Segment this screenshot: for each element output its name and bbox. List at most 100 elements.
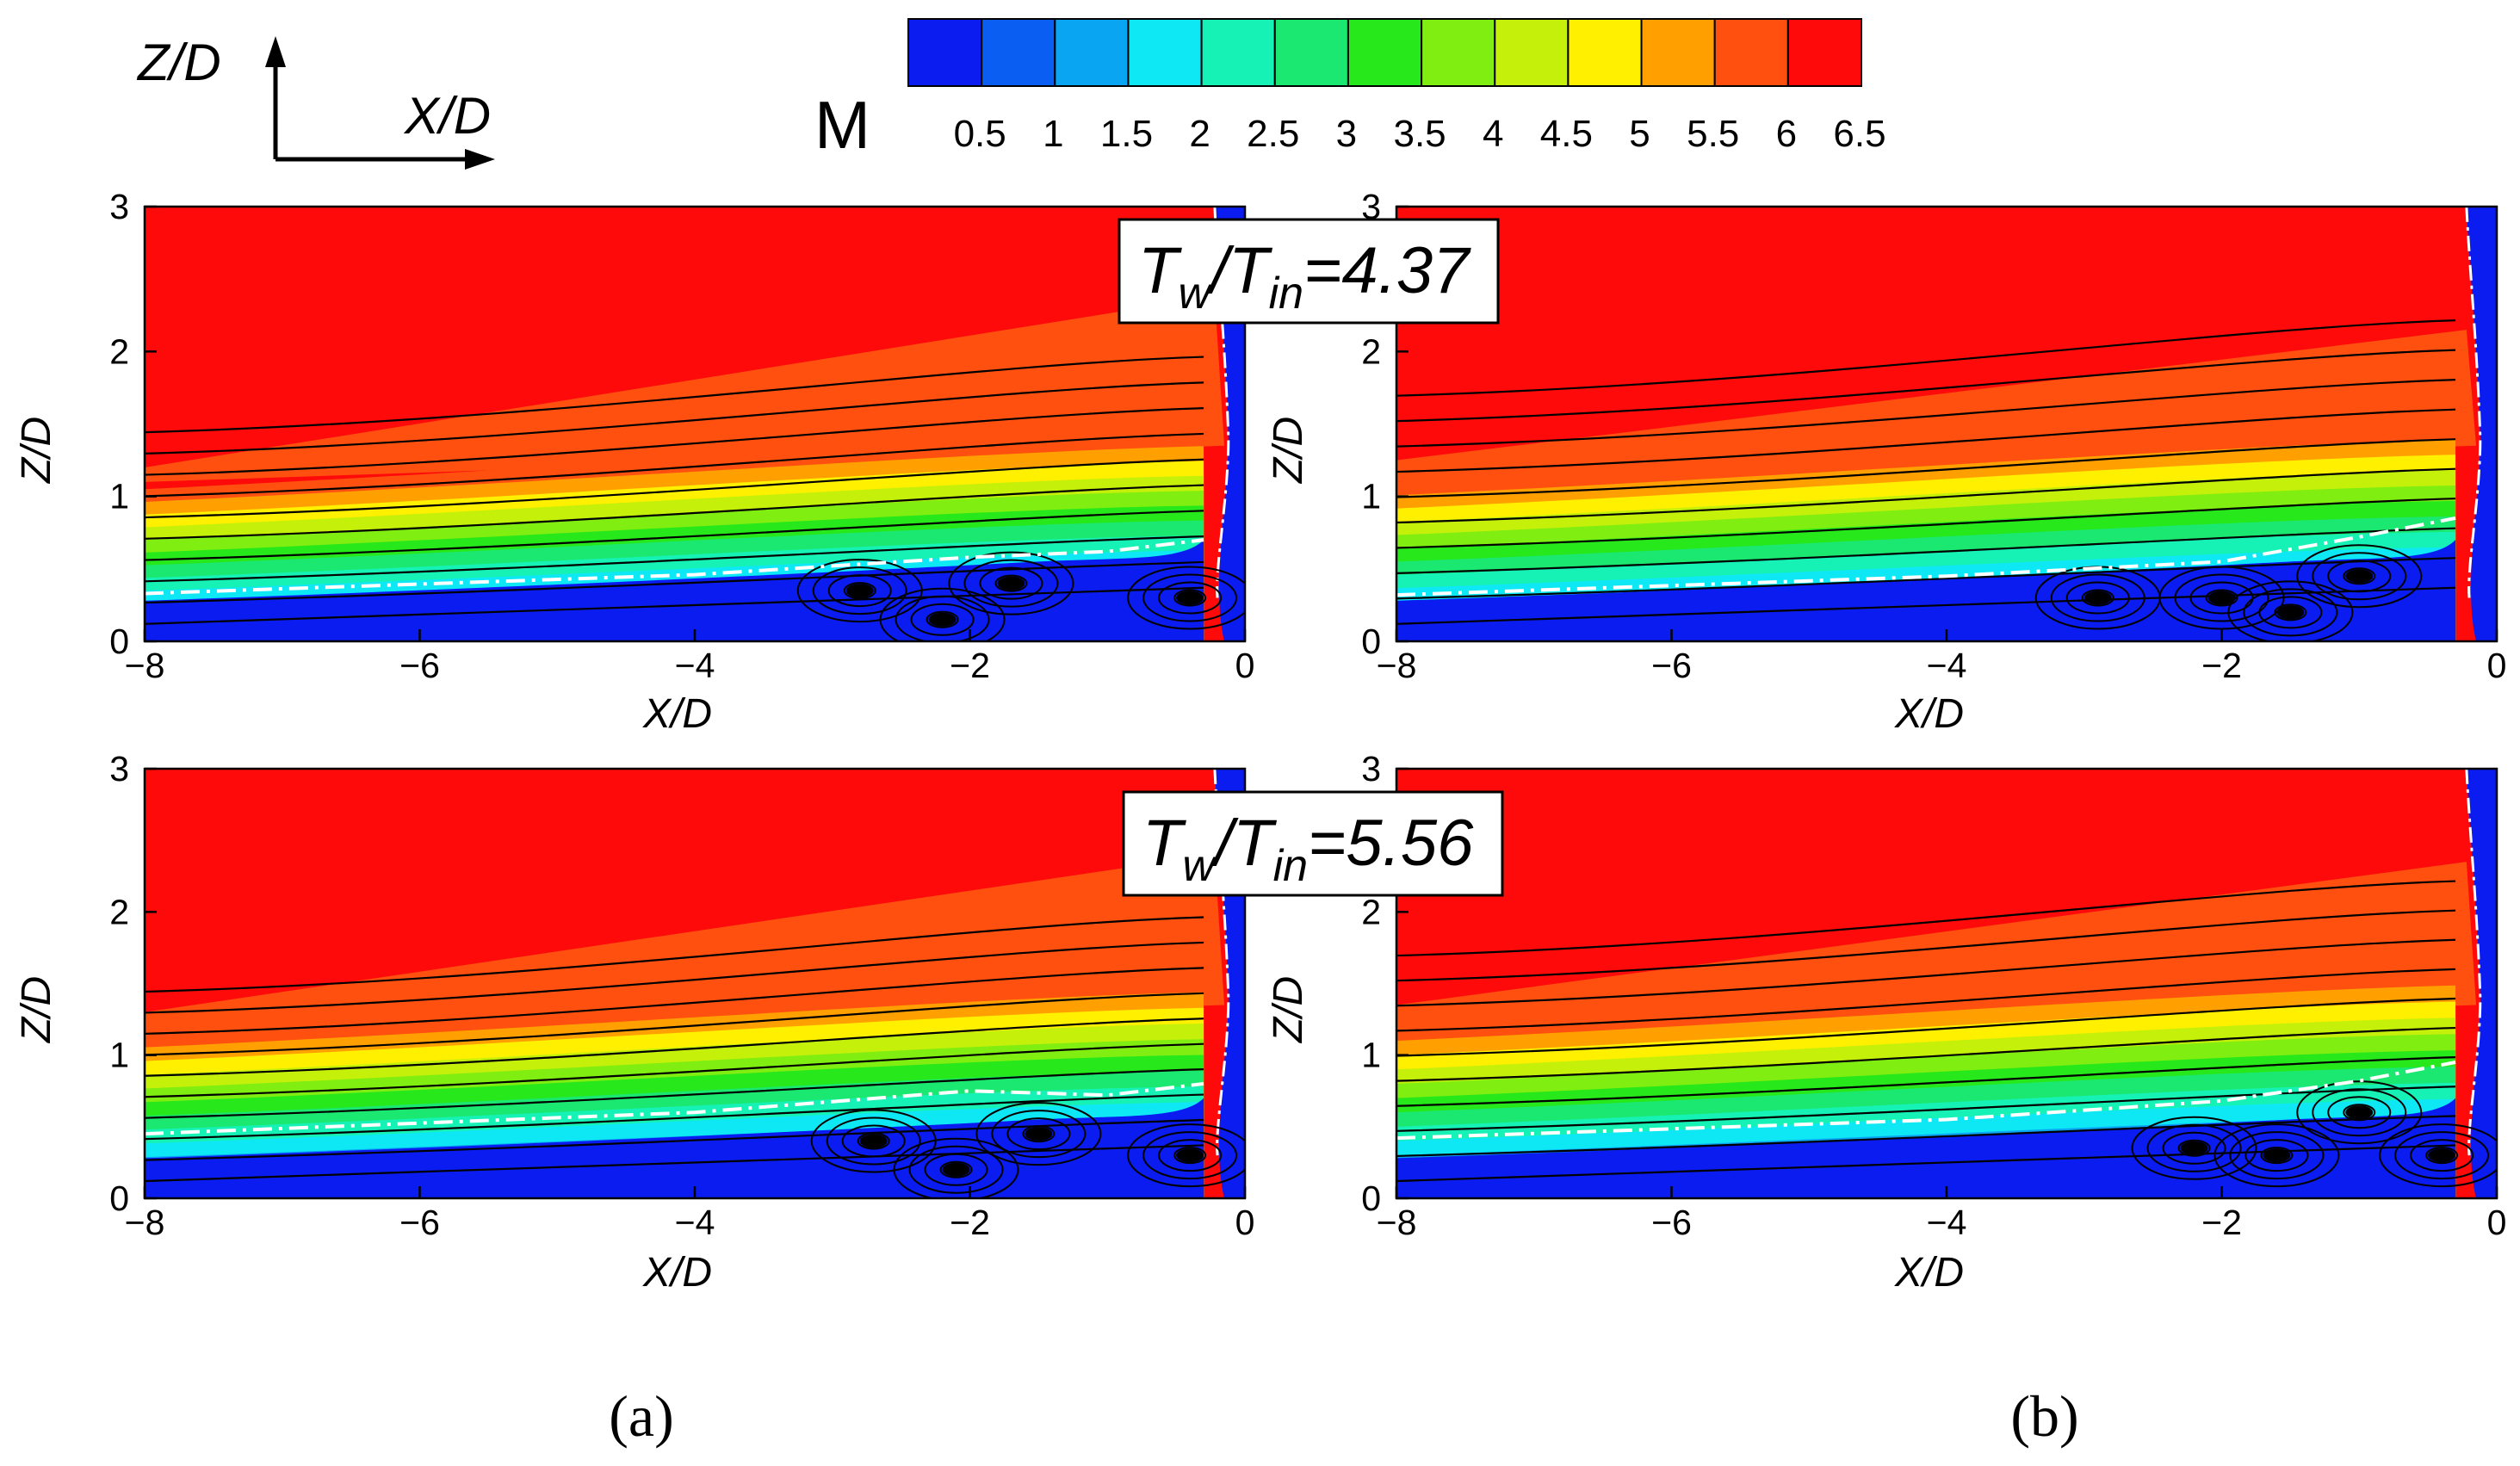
x-tick-label: −6 [1651,646,1692,685]
colorbar-tick-label: 3.5 [1393,113,1446,155]
vortex-streamline [2174,573,2269,622]
streamline [1396,379,2456,448]
x-tick-label: 0 [2487,646,2507,685]
vortex-streamline [910,603,975,636]
vortex-streamline [1022,1125,1056,1143]
indicator-horizontal-label: X/D [403,87,491,145]
vortex-streamline [2312,552,2407,601]
vortex-streamline [908,1145,1004,1194]
streamline [1396,349,2456,423]
mach-field [145,207,1245,641]
vortex-streamline [2131,1116,2257,1180]
vortex-core [2083,591,2112,605]
x-tick-label: −4 [1927,1203,1967,1242]
vortex-streamline [2410,1139,2474,1172]
annotation-box-bottom: Tw/Tin=5.56 [1122,790,1504,897]
x-tick-label: −8 [1377,646,1417,685]
y-tick-label: 0 [1361,622,1381,661]
post-shock-region [145,296,1225,482]
colorbar-swatch [1567,18,1643,87]
vortex-streamline [1142,1131,1238,1180]
streamline [145,586,1204,625]
colorbar-tick-label: 0.5 [954,113,1006,155]
y-tick-label: 3 [109,749,129,789]
y-tick-label: 1 [109,1036,129,1075]
x-tick-label: −4 [675,646,715,685]
x-tick-label: −8 [125,1203,165,1242]
y-tick-label: 1 [1361,477,1381,517]
vortex-streamline [827,574,892,608]
mach-field [145,769,1245,1198]
x-tick-label: −8 [1377,1203,1417,1242]
streamline [145,407,1204,476]
sonic-line [1396,1061,2456,1141]
vortex-streamline [1173,1147,1207,1165]
colorbar-tick-label: 5 [1629,113,1650,155]
streamline [1396,1115,2456,1158]
annotation-bottom-rhs: T [1233,807,1277,880]
vortex-streamline [2205,589,2238,607]
vortex-streamline [975,1102,1102,1166]
vortex-core [859,1134,888,1148]
annotation-top-lhs-sub: w [1178,269,1213,319]
vortex-streamline [994,574,1028,592]
colorbar: 0.5 1 1.5 2 2.5 3 3.5 4 4.5 5 5.5 6 6.5 [907,18,1886,155]
x-tick-label: −2 [950,1203,990,1242]
colorbar-tick-label: 2.5 [1247,113,1299,155]
vortex-streamline [2379,1123,2497,1188]
colorbar-tick-label: 3 [1336,113,1357,155]
x-tick-label: 0 [1235,646,1255,685]
vortex-streamline [2146,1123,2242,1172]
vortex-streamline [2260,1147,2294,1165]
y-axis-label: Z/D [14,976,59,1043]
vortex-streamline [1158,581,1223,615]
vortex-streamline [1173,589,1207,607]
sonic-line [1396,516,2456,597]
svg-text:Tw/Tin=5.56: Tw/Tin=5.56 [1142,807,1474,891]
x-axis-label: X/D [642,1250,712,1296]
colorbar-tick-label: 5.5 [1687,113,1739,155]
streamline [1396,527,2456,574]
contour-panel: −8 −6 −4 −2 0 0 1 2 3 X/D Z/D [1266,187,2506,737]
annotation-bottom-lhs-sub: w [1182,841,1217,891]
vortex-streamline [2229,1131,2325,1180]
separation-region [145,1098,1204,1198]
sonic-line [145,538,1204,596]
streamline [1396,319,2456,397]
vortex-streamline [841,1124,906,1158]
streamline [145,458,1204,519]
colorbar-variable-label: M [814,87,870,163]
vortex-streamline [939,1160,973,1178]
bow-shock-line [1213,769,1230,1156]
annotation-box-top: Tw/Tin=4.37 [1118,218,1500,325]
x-tick-label: −4 [1927,646,1967,685]
vortex-core [997,576,1025,591]
annotation-top-lhs: T [1138,234,1182,307]
vortex-streamline [2394,1131,2490,1180]
vortex-core [2180,1141,2208,1155]
streamline [1396,1026,2456,1082]
annotation-top-rhs: T [1229,234,1272,307]
vortex-core [2263,1148,2291,1163]
x-tick-label: −4 [675,1203,715,1242]
x-tick-label: −8 [125,646,165,685]
y-axis-label: Z/D [1266,976,1311,1043]
streamline [145,1042,1204,1098]
vortex-streamline [893,1137,1019,1198]
vortex-streamline [2425,1147,2459,1165]
colorbar-tick-label: 2 [1189,113,1210,155]
axes-indicator: Z/D X/D [136,34,495,170]
colorbar-swatch [1421,18,1496,87]
streamline [145,510,1204,561]
vortex-streamline [1006,1117,1071,1151]
vortex-streamline [843,582,876,600]
streamline [1396,997,2456,1057]
vortex-streamline [812,566,907,615]
vortex-streamline [2214,1123,2340,1188]
streamline [1396,968,2456,1032]
y-tick-label: 3 [109,187,129,226]
streamline [145,1093,1204,1141]
colorbar-tick-label: 4 [1483,113,1503,155]
vortex-streamline [979,566,1043,600]
x-axis-label: X/D [1894,1250,1964,1296]
